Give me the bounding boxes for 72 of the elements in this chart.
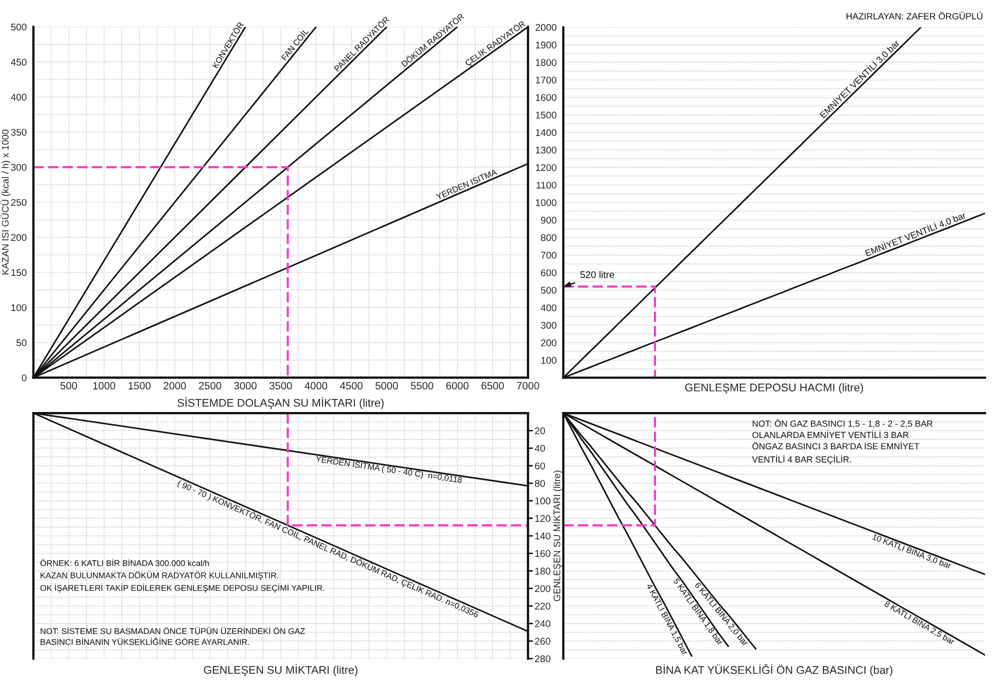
y-tick-label: 20	[535, 427, 545, 434]
y-tick-label: 500	[11, 24, 26, 31]
y-tick-label: 50	[16, 339, 26, 346]
y-tick-label: 300	[540, 322, 556, 329]
y-tick-label: 1000	[536, 199, 556, 206]
y-tick-label: 1400	[536, 129, 556, 136]
y-tick-label: 1900	[536, 42, 556, 48]
y-tick-label: 200	[11, 234, 26, 241]
y-tick-label: 2000	[536, 24, 556, 31]
y-tick-label: 140	[535, 532, 550, 540]
y-tick-label: 400	[540, 304, 556, 312]
y-tick-label: 40	[534, 444, 545, 452]
y-tick-label: 900	[541, 216, 556, 224]
y-tick-label: 220	[535, 602, 550, 610]
annotation: ÖRNEK: 6 KATLI BİR BİNADA 300.000 kcal/h KAZAN BULUNMAKTA DÖKÜM RADYATÖR KULLANILMIŞTIR. OK İŞARETLERİ TAKİP EDİLEREK GENLEŞME DEPOSU SEÇİMİ YAPILIR.	[40, 558, 324, 593]
y-tick-label: 0	[22, 374, 26, 382]
y-axis-title: KAZAN ISI GÜCÜ (kcal / h) x 1000	[0, 130, 10, 274]
x-axis-title: SİSTEMDE DOLAŞAN SU MİKTARI (litre)	[178, 397, 384, 409]
y-tick-label: 100	[541, 356, 556, 364]
x-axis-title: GENLEŞEN SU MİKTARI (litre)	[204, 664, 358, 676]
y-tick-label: 260	[535, 638, 550, 645]
x-tick-label: 3000	[234, 382, 257, 390]
y-tick-label: 350	[11, 128, 26, 136]
x-tick-label: 1000	[93, 382, 116, 390]
annotation: 520 litre	[580, 270, 614, 278]
y-tick-label: 250	[11, 198, 26, 206]
y-tick-label: 800	[540, 234, 556, 242]
y-tick-label: 120	[535, 515, 550, 522]
text: YERDEN ISITMA ( 50 - 40 C) n=0,0118	[315, 456, 462, 485]
y-tick-label: 1300	[536, 146, 556, 154]
x-tick-label: 500	[60, 382, 78, 390]
y-tick-label: 80	[534, 480, 545, 487]
y-tick-label: 1600	[536, 94, 556, 101]
y-tick-label: 1700	[536, 76, 556, 84]
x-tick-label: 2000	[164, 382, 186, 390]
y-tick-label: 500	[540, 286, 556, 294]
x-axis-title: BİNA KAT YÜKSEKLİĞİ ÖN GAZ BASINCI (bar)	[656, 664, 892, 676]
y-tick-label: 1500	[536, 112, 556, 119]
y-tick-label: 300	[11, 164, 26, 171]
annotation: NOT: SİSTEME SU BASMADAN ÖNCE TÜPÜN ÜZERİNDEKİ ÖN GAZ BASINCI BİNANIN YÜKSEKLİĞİNE GÖRE AYARLANIR.	[40, 626, 305, 645]
y-tick-label: 280	[535, 655, 550, 662]
y-tick-label: 600	[541, 269, 556, 276]
y-tick-label: 180	[535, 568, 550, 575]
y-tick-label: 700	[541, 252, 556, 259]
x-tick-label: 5500	[410, 382, 434, 390]
y-tick-label: 1100	[536, 182, 556, 189]
y-tick-label: 200	[535, 585, 550, 592]
y-axis-title: GENLEŞEN SU MİKTARI (litre)	[552, 470, 562, 602]
x-tick-label: 6500	[482, 382, 504, 390]
x-axis-title: GENLEŞME DEPOSU HACMI (litre)	[685, 383, 863, 394]
y-tick-label: 160	[535, 550, 550, 558]
x-tick-label: 2500	[198, 382, 222, 390]
y-tick-label: 1800	[536, 59, 556, 66]
y-tick-label: 200	[541, 339, 556, 346]
y-tick-label: 150	[11, 269, 26, 276]
x-tick-label: 5000	[376, 382, 398, 390]
y-tick-label: 450	[10, 58, 26, 66]
y-tick-label: 100	[11, 304, 26, 312]
x-tick-label: 4500	[340, 382, 363, 390]
annotation: NOT: ÖN GAZ BASINCI 1,5 - 1,8 - 2 - 2,5 BAR OLANLARDA EMNİYET VENTİLİ 3 BAR ÖNGAZ BASINCI 3 BAR'DA İSE EMNİYET VENTİLİ 4 BAR SEÇİLİR.	[752, 419, 932, 464]
y-tick-label: 100	[535, 498, 550, 504]
y-tick-label: 60	[535, 462, 545, 470]
x-tick-label: 1500	[128, 382, 151, 390]
text: HAZIRLAYAN: ZAFER ÖRGÜPLÜ	[846, 12, 982, 20]
y-tick-label: 1200	[536, 164, 556, 172]
y-tick-label: 400	[10, 94, 26, 101]
text: 10 KATLI BİNA 3,0 bar	[872, 532, 952, 570]
y-tick-label: 240	[535, 620, 550, 628]
x-tick-label: 3500	[270, 382, 292, 390]
x-tick-label: 4000	[304, 382, 328, 390]
x-tick-label: 6000	[446, 382, 469, 390]
x-tick-label: 7000	[516, 382, 540, 390]
